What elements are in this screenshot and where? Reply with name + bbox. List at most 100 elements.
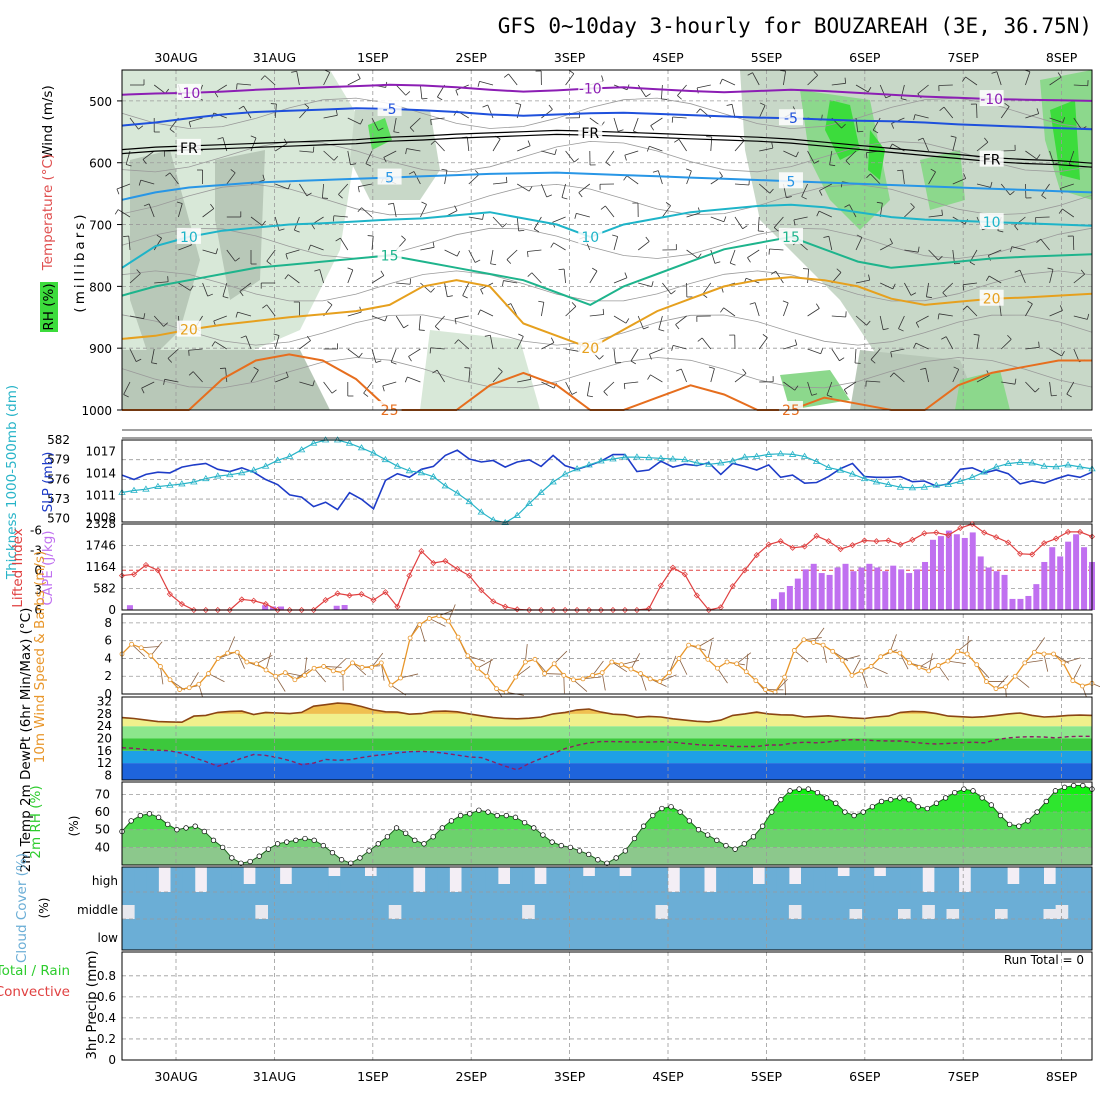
wind10m-point <box>1041 651 1047 657</box>
date-top-3SEP: 3SEP <box>554 50 586 65</box>
upper-barb-feather <box>889 238 893 244</box>
li-point <box>154 567 161 574</box>
upper-barb-feather <box>278 228 285 231</box>
contour-label-10: 10 <box>983 215 1001 231</box>
upper-barb-feather <box>163 379 166 385</box>
upper-barb-feather <box>762 334 768 338</box>
upper-barb-feather <box>401 235 406 240</box>
upper-barb-feather <box>739 136 745 141</box>
rh2m-point <box>814 789 821 796</box>
upper-barb <box>757 216 760 231</box>
thickness-point <box>273 456 282 463</box>
wind10m-barb <box>1072 664 1082 681</box>
rh2m-point <box>604 860 610 866</box>
thickness-point <box>369 449 378 456</box>
upper-barb-feather <box>383 157 387 163</box>
cloud-high-col <box>231 867 244 892</box>
upper-barb <box>855 279 870 284</box>
upper-barb <box>164 378 179 383</box>
upper-barb-feather <box>1004 102 1010 107</box>
thick-tick-579: 579 <box>47 453 70 467</box>
rh2m-point <box>238 860 244 866</box>
rh2m-point <box>888 797 894 803</box>
rh2m-point <box>924 805 930 812</box>
upper-barb-feather <box>569 70 575 74</box>
wind10m-barb <box>323 666 342 668</box>
upper-barb <box>468 174 480 185</box>
upper-barb <box>274 216 280 231</box>
wind10m-barb <box>304 657 308 676</box>
rh2m-point <box>759 823 766 829</box>
upper-barb <box>900 84 905 99</box>
upper-barb-feather <box>630 360 636 365</box>
upper-barb <box>323 114 338 119</box>
upper-barb-feather <box>497 367 503 372</box>
li-point <box>813 532 820 539</box>
temp-tick-16: 16 <box>97 744 112 758</box>
upper-barb <box>605 150 615 163</box>
cloud-high-col <box>582 876 596 892</box>
upper-barb-feather <box>1051 394 1057 397</box>
upper-barb <box>434 315 445 327</box>
upper-barb <box>563 269 566 284</box>
upper-barb-feather <box>571 391 578 395</box>
upper-barb-feather <box>405 148 408 155</box>
upper-barb-feather <box>188 121 192 128</box>
rh-shade-16 <box>955 370 1010 410</box>
upper-barb-feather <box>527 140 531 146</box>
upper-barb <box>734 183 749 186</box>
upper-ytick-600: 600 <box>89 157 112 171</box>
upper-barb-feather <box>311 224 316 230</box>
cloud-high-col <box>885 867 899 892</box>
wind10m-point <box>148 653 154 659</box>
upper-barb-feather <box>963 173 967 179</box>
thickness-point <box>585 461 593 468</box>
upper-barb <box>444 249 458 257</box>
li-point <box>286 606 293 614</box>
rh2m-point <box>860 809 866 815</box>
rh2m-point <box>1061 784 1068 790</box>
upper-barb-feather <box>503 73 509 78</box>
upper-barb <box>151 348 155 363</box>
upper-barb-feather <box>136 269 141 274</box>
cloud-high-col <box>182 867 196 892</box>
upper-barb-feather <box>358 352 363 358</box>
upper-barb <box>140 179 155 185</box>
upper-barb <box>586 381 591 396</box>
upper-barb <box>710 176 723 185</box>
wind10m-barb <box>870 666 888 675</box>
thickness-point <box>669 455 677 462</box>
contour-label-5: 5 <box>385 171 394 187</box>
upper-barb <box>565 73 575 86</box>
date-bottom-7SEP: 7SEP <box>948 1069 980 1084</box>
rh2m-point <box>375 841 381 847</box>
upper-barb-feather <box>658 329 665 332</box>
upper-barb <box>686 249 699 259</box>
upper-barb <box>686 212 701 218</box>
wind10m-barb <box>918 657 935 668</box>
rh2m-point <box>393 825 400 831</box>
upper-barb <box>1073 84 1088 87</box>
upper-barb <box>506 249 518 260</box>
wind10m-barb <box>467 655 485 662</box>
li-point <box>550 606 557 614</box>
upper-barb <box>855 315 867 326</box>
upper-barb <box>872 117 881 131</box>
wind10m-point <box>330 668 336 674</box>
upper-barb <box>1066 381 1075 395</box>
wind10m-point <box>398 675 403 681</box>
rh2m-point <box>220 844 226 850</box>
cloud-lower <box>122 892 1092 950</box>
wind10m-point <box>763 687 768 692</box>
upper-barb <box>129 273 141 284</box>
li-point <box>178 600 185 608</box>
wind10m-barb <box>380 662 385 681</box>
cloud-high-col <box>134 867 147 892</box>
upper-barb-feather <box>1047 267 1054 270</box>
rh2m-point <box>787 788 793 794</box>
thickness-point <box>381 455 390 463</box>
cloud-high-col <box>801 867 814 892</box>
upper-barb-feather <box>1007 334 1012 340</box>
upper-barb <box>382 381 397 387</box>
upper-barb-feather <box>538 300 544 303</box>
